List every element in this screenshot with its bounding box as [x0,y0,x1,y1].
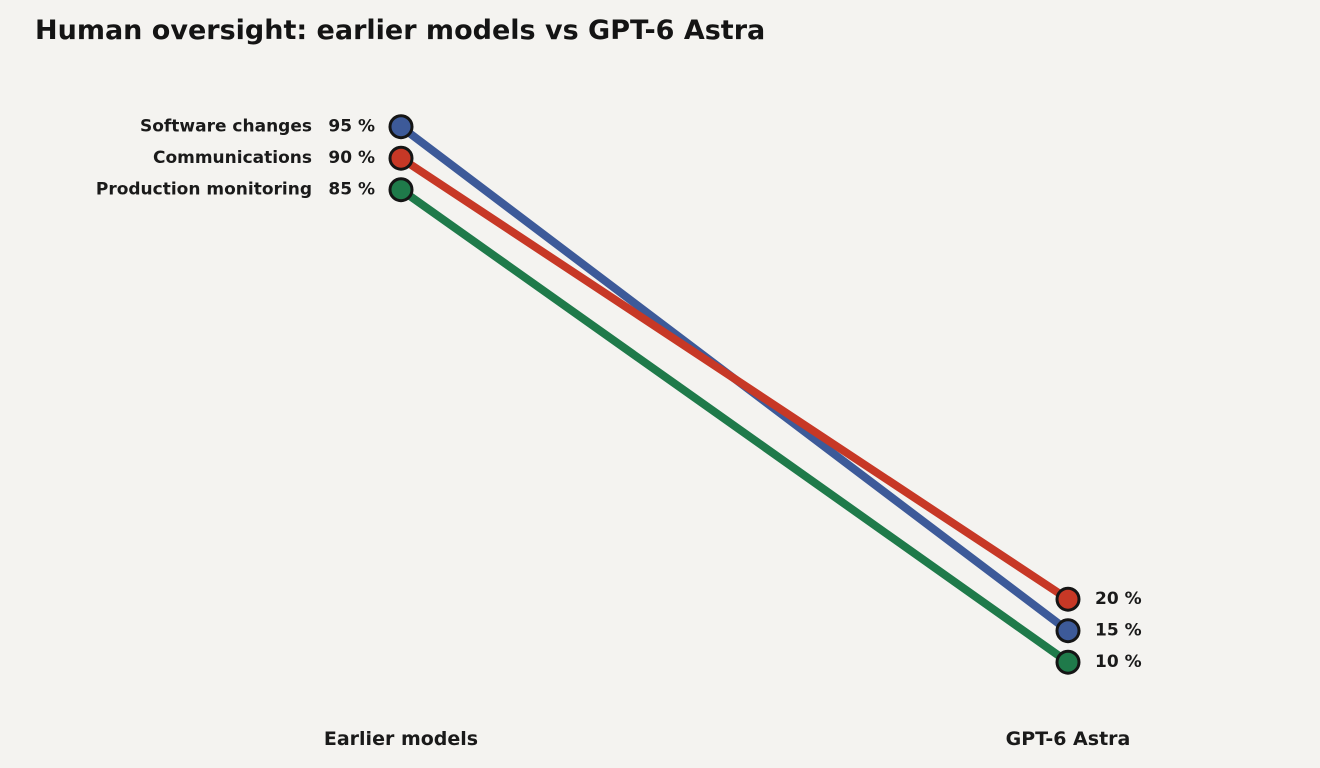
data-labels: Software changes 95 % 15 % Communications 90… [96,117,1142,673]
series-name-communications: Communications [153,148,312,168]
category-label-left: Earlier models [324,728,478,750]
marker-communications-start [388,145,414,171]
series-line-communications [397,154,1072,604]
value-label-communications-start: 90 % [328,148,375,168]
series-markers [388,114,1081,675]
marker-communications-end [1055,586,1081,612]
series-name-production-monitoring: Production monitoring [96,180,312,200]
value-label-software-changes-start: 95 % [328,117,375,137]
value-label-production-monitoring-start: 85 % [328,180,375,200]
marker-software-changes-end [1055,618,1081,644]
marker-software-changes-start [388,114,414,140]
marker-production-monitoring-start [388,177,414,203]
value-label-software-changes-end: 15 % [1095,621,1142,641]
marker-production-monitoring-end [1055,649,1081,675]
series-name-software-changes: Software changes [140,117,312,137]
value-label-communications-end: 20 % [1095,589,1142,609]
series-line-production-monitoring [397,185,1072,667]
value-label-production-monitoring-end: 10 % [1095,652,1142,672]
chart-title: Human oversight: earlier models vs GPT-6… [35,15,765,46]
series-lines [397,122,1072,667]
category-label-right: GPT-6 Astra [1006,728,1131,750]
